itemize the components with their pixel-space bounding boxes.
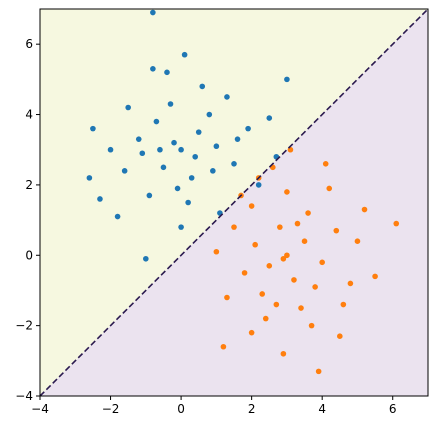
point (224, 94, 230, 100)
point (174, 185, 181, 192)
point (248, 329, 255, 336)
point (245, 125, 251, 132)
point (167, 101, 174, 107)
point (139, 150, 146, 157)
point (210, 168, 216, 174)
point (294, 220, 301, 227)
point (280, 350, 287, 357)
point (354, 238, 361, 244)
point (146, 192, 153, 199)
point (266, 263, 273, 269)
y-tick-label: −4 (15, 389, 33, 403)
point (393, 220, 400, 227)
point (280, 255, 287, 262)
point (114, 213, 121, 220)
point (178, 146, 184, 153)
point (284, 252, 290, 259)
x-tick-label: 6 (389, 402, 397, 416)
point (121, 168, 128, 174)
point (266, 115, 273, 121)
point (181, 51, 188, 58)
point (319, 259, 325, 266)
point (150, 9, 156, 16)
axes: −4 −2 0 2 4 6 −4 −2 0 2 4 6 (15, 37, 396, 416)
point (199, 83, 206, 90)
point (337, 333, 343, 339)
point (284, 76, 290, 83)
point (262, 315, 269, 322)
point (220, 343, 227, 350)
point (234, 136, 241, 142)
point (252, 241, 258, 248)
point (213, 248, 220, 255)
x-tick-label: −4 (31, 402, 49, 416)
point (143, 255, 149, 262)
point (206, 111, 213, 118)
point (372, 273, 378, 280)
point (273, 301, 280, 308)
point (188, 175, 195, 181)
point (298, 305, 304, 311)
point (97, 196, 103, 202)
point (347, 280, 354, 287)
point (326, 185, 333, 192)
point (322, 161, 329, 167)
point (333, 227, 340, 234)
point (135, 136, 142, 142)
point (213, 143, 220, 150)
x-tick-label: 0 (177, 402, 185, 416)
point (291, 277, 297, 283)
point (90, 125, 96, 132)
point (157, 146, 163, 153)
point (153, 118, 160, 125)
x-tick-label: −2 (102, 402, 120, 416)
marks (40, 9, 428, 396)
point (308, 322, 315, 329)
y-tick-label: 6 (25, 37, 33, 51)
point (255, 182, 262, 188)
plot-frame (39, 8, 429, 397)
point (277, 224, 283, 230)
point (301, 238, 308, 244)
point (231, 224, 237, 230)
y-tick-label: 4 (25, 108, 33, 122)
decision-boundary (40, 9, 428, 396)
point (340, 301, 347, 308)
point (312, 284, 318, 290)
point (86, 175, 93, 181)
point (241, 270, 248, 276)
point (107, 146, 114, 153)
point (315, 368, 322, 375)
point (125, 104, 131, 111)
y-tick-label: 2 (25, 178, 33, 192)
point (178, 224, 184, 230)
point (224, 294, 230, 301)
point (248, 203, 255, 209)
y-tick-label: 0 (25, 248, 33, 262)
y-tick-label: −2 (15, 319, 33, 333)
point (185, 199, 191, 206)
point (305, 210, 311, 216)
point (164, 69, 170, 76)
point (284, 189, 290, 195)
point (231, 161, 237, 167)
x-tick-label: 2 (248, 402, 256, 416)
point (192, 153, 198, 160)
point (361, 206, 368, 213)
point (160, 164, 167, 171)
point (259, 291, 266, 297)
point (195, 129, 202, 135)
x-tick-label: 4 (318, 402, 326, 416)
point (150, 66, 156, 72)
point (171, 139, 177, 146)
